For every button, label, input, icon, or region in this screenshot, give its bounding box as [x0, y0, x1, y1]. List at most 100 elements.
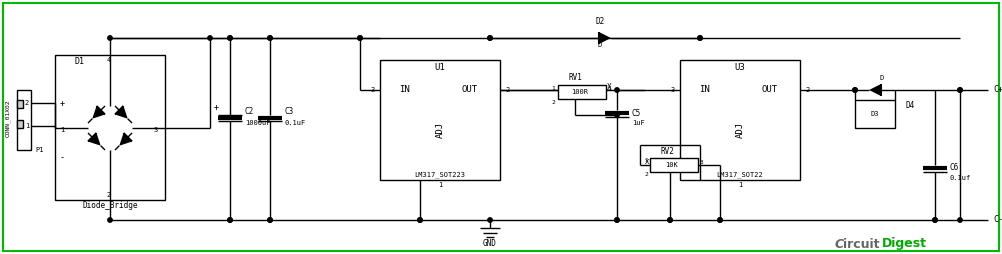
Text: 1: 1	[60, 127, 64, 133]
Circle shape	[227, 36, 232, 40]
Text: GND: GND	[483, 240, 497, 248]
Circle shape	[488, 36, 492, 40]
Bar	[17, 90, 31, 150]
Polygon shape	[119, 133, 132, 146]
Text: ADJ: ADJ	[735, 122, 744, 138]
Text: ircuit: ircuit	[843, 237, 880, 250]
Text: 1000uF: 1000uF	[245, 120, 271, 126]
Text: 0.1uF: 0.1uF	[285, 120, 307, 126]
Circle shape	[108, 218, 112, 222]
Text: Diode_Bridge: Diode_Bridge	[82, 200, 137, 210]
Circle shape	[717, 218, 722, 222]
Text: IN: IN	[699, 86, 710, 94]
Text: D4: D4	[906, 101, 915, 109]
Circle shape	[853, 88, 857, 92]
Text: C6: C6	[950, 164, 959, 172]
Polygon shape	[88, 133, 101, 146]
Circle shape	[207, 36, 212, 40]
Text: OUT: OUT	[762, 86, 779, 94]
Circle shape	[667, 218, 672, 222]
Text: 1: 1	[737, 182, 742, 188]
Circle shape	[268, 218, 273, 222]
Bar	[55, 55, 165, 200]
Polygon shape	[599, 32, 611, 44]
Text: 2: 2	[505, 87, 509, 93]
Circle shape	[615, 88, 619, 92]
Text: 2: 2	[107, 192, 111, 198]
Circle shape	[615, 218, 619, 222]
Circle shape	[853, 88, 857, 92]
Text: 2: 2	[805, 87, 810, 93]
Text: D: D	[880, 75, 884, 81]
Text: 2: 2	[644, 172, 648, 178]
Text: C5: C5	[632, 108, 641, 118]
Text: D2: D2	[595, 18, 604, 26]
Text: -: -	[60, 153, 65, 163]
Text: Digest: Digest	[882, 237, 927, 250]
Circle shape	[227, 218, 232, 222]
Circle shape	[697, 36, 702, 40]
Text: 1uF: 1uF	[632, 120, 644, 126]
Circle shape	[227, 36, 232, 40]
Circle shape	[108, 36, 112, 40]
Text: ADJ: ADJ	[436, 122, 445, 138]
Text: 1: 1	[25, 123, 29, 129]
Text: CONN_01X02: CONN_01X02	[5, 99, 11, 137]
Polygon shape	[115, 106, 127, 119]
Bar	[17, 120, 23, 128]
Text: 2: 2	[25, 100, 29, 106]
Text: 3: 3	[700, 160, 703, 165]
Text: X: X	[644, 159, 649, 165]
Circle shape	[933, 218, 937, 222]
Circle shape	[697, 36, 702, 40]
Polygon shape	[92, 106, 105, 119]
Circle shape	[268, 218, 273, 222]
Text: 1: 1	[438, 182, 442, 188]
Text: 4: 4	[107, 57, 111, 63]
Text: D1: D1	[75, 57, 85, 67]
Text: RV1: RV1	[568, 73, 582, 83]
Text: +: +	[60, 99, 65, 107]
Text: C-: C-	[993, 215, 1002, 225]
Circle shape	[418, 218, 422, 222]
Text: RV2: RV2	[660, 148, 674, 156]
Text: 3: 3	[608, 86, 612, 90]
Text: C3: C3	[285, 107, 295, 117]
Text: LM317_SOT223: LM317_SOT223	[415, 172, 466, 178]
Circle shape	[358, 36, 362, 40]
Text: C2: C2	[245, 107, 255, 117]
Text: C+: C+	[993, 86, 1002, 94]
Text: 3: 3	[371, 87, 375, 93]
Circle shape	[418, 218, 422, 222]
Bar	[17, 100, 23, 108]
Text: IN: IN	[400, 86, 411, 94]
Circle shape	[358, 36, 362, 40]
Circle shape	[958, 88, 962, 92]
Text: 0.1uf: 0.1uf	[950, 175, 971, 181]
Text: 1: 1	[644, 158, 648, 164]
Text: +: +	[214, 103, 219, 113]
Circle shape	[717, 218, 722, 222]
Text: 1: 1	[551, 86, 555, 90]
Text: OUT: OUT	[462, 86, 478, 94]
Text: D3: D3	[871, 111, 879, 117]
Circle shape	[958, 218, 962, 222]
Circle shape	[227, 218, 232, 222]
Circle shape	[615, 113, 619, 117]
Text: U3: U3	[734, 64, 745, 72]
Text: D: D	[598, 42, 602, 48]
Bar	[380, 60, 500, 180]
Circle shape	[268, 36, 273, 40]
Text: U1: U1	[435, 64, 445, 72]
Circle shape	[933, 218, 937, 222]
Text: 10K: 10K	[665, 162, 678, 168]
Circle shape	[488, 36, 492, 40]
Circle shape	[268, 36, 273, 40]
Circle shape	[667, 218, 672, 222]
Bar	[680, 60, 800, 180]
Text: 2: 2	[551, 101, 555, 105]
Text: LM317_SOT22: LM317_SOT22	[716, 172, 764, 178]
Text: C: C	[835, 237, 844, 250]
Polygon shape	[869, 84, 881, 96]
Circle shape	[958, 88, 962, 92]
